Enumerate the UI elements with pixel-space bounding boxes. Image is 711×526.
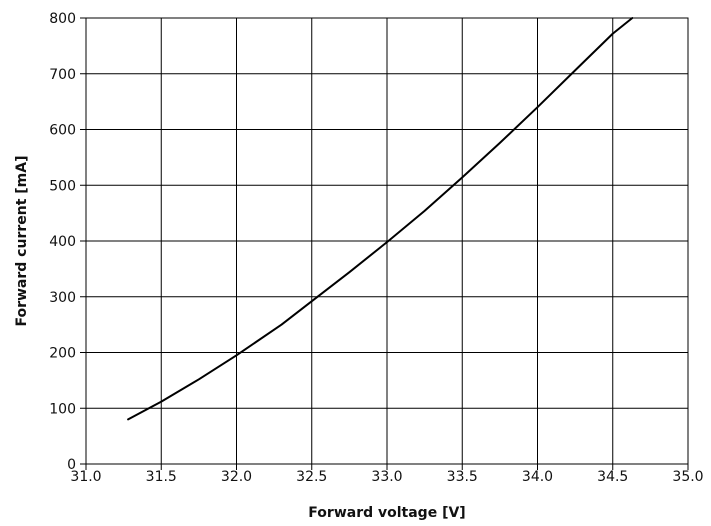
- y-tick-label: 100: [49, 401, 76, 417]
- x-tick-label: 35.0: [672, 469, 703, 485]
- x-axis-title: Forward voltage [V]: [308, 505, 465, 521]
- x-tick-label: 31.0: [70, 469, 101, 485]
- y-tick-label: 500: [49, 178, 76, 194]
- x-tick-label: 32.0: [221, 469, 252, 485]
- x-tick-label: 34.5: [597, 469, 628, 485]
- series-layer: [127, 17, 634, 421]
- x-tick-label: 33.5: [447, 469, 478, 485]
- x-tick-label: 34.0: [522, 469, 553, 485]
- series-line: [127, 17, 634, 421]
- label-layer: Forward voltage [V] Forward current [mA]: [14, 155, 466, 521]
- y-tick-label: 800: [49, 11, 76, 27]
- y-tick-label: 0: [67, 457, 76, 473]
- y-tick-label: 400: [49, 234, 76, 250]
- y-axis-title: Forward current [mA]: [14, 155, 30, 326]
- x-tick-label: 32.5: [296, 469, 327, 485]
- plot-frame: [85, 17, 689, 465]
- y-tick-label: 700: [49, 67, 76, 83]
- y-tick-label: 600: [49, 123, 76, 139]
- y-tick-label: 200: [49, 346, 76, 362]
- y-tick-label: 300: [49, 290, 76, 306]
- x-tick-label: 33.0: [371, 469, 402, 485]
- x-tick-label: 31.5: [146, 469, 177, 485]
- axis-layer: 31.0 31.5 32.0 32.5 33.0 33.5 34.0 34.5 35.0 0 100…: [49, 11, 703, 485]
